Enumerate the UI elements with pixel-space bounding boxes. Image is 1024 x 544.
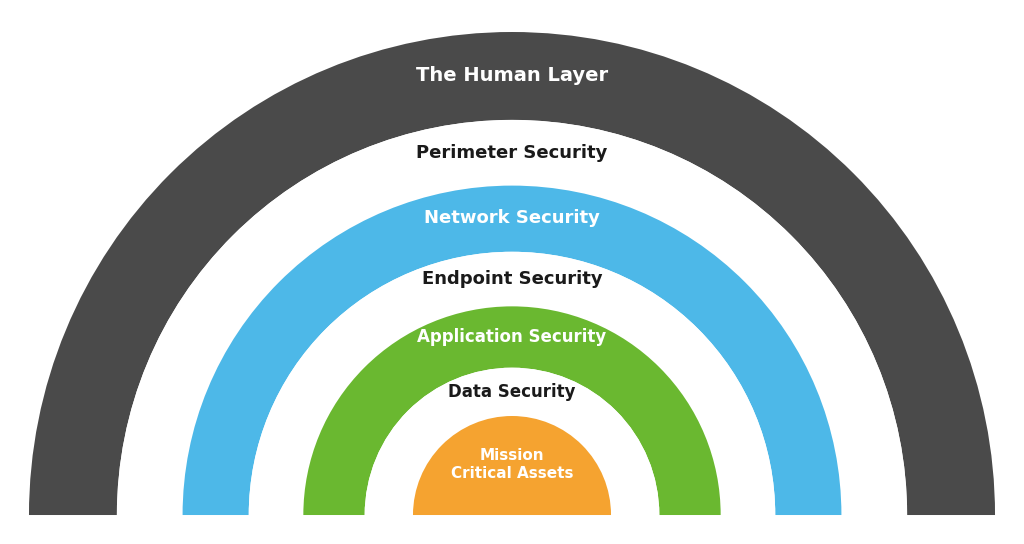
Wedge shape xyxy=(29,32,995,515)
Text: Application Security: Application Security xyxy=(418,328,606,346)
Wedge shape xyxy=(117,120,907,515)
Wedge shape xyxy=(182,186,842,515)
Text: Data Security: Data Security xyxy=(449,383,575,401)
Wedge shape xyxy=(303,306,721,515)
Text: Endpoint Security: Endpoint Security xyxy=(422,270,602,288)
Text: The Human Layer: The Human Layer xyxy=(416,66,608,85)
Text: Mission
Critical Assets: Mission Critical Assets xyxy=(451,448,573,480)
Wedge shape xyxy=(249,252,775,515)
Text: Perimeter Security: Perimeter Security xyxy=(417,144,607,162)
Wedge shape xyxy=(365,368,659,515)
Wedge shape xyxy=(413,416,611,515)
Text: Network Security: Network Security xyxy=(424,209,600,227)
